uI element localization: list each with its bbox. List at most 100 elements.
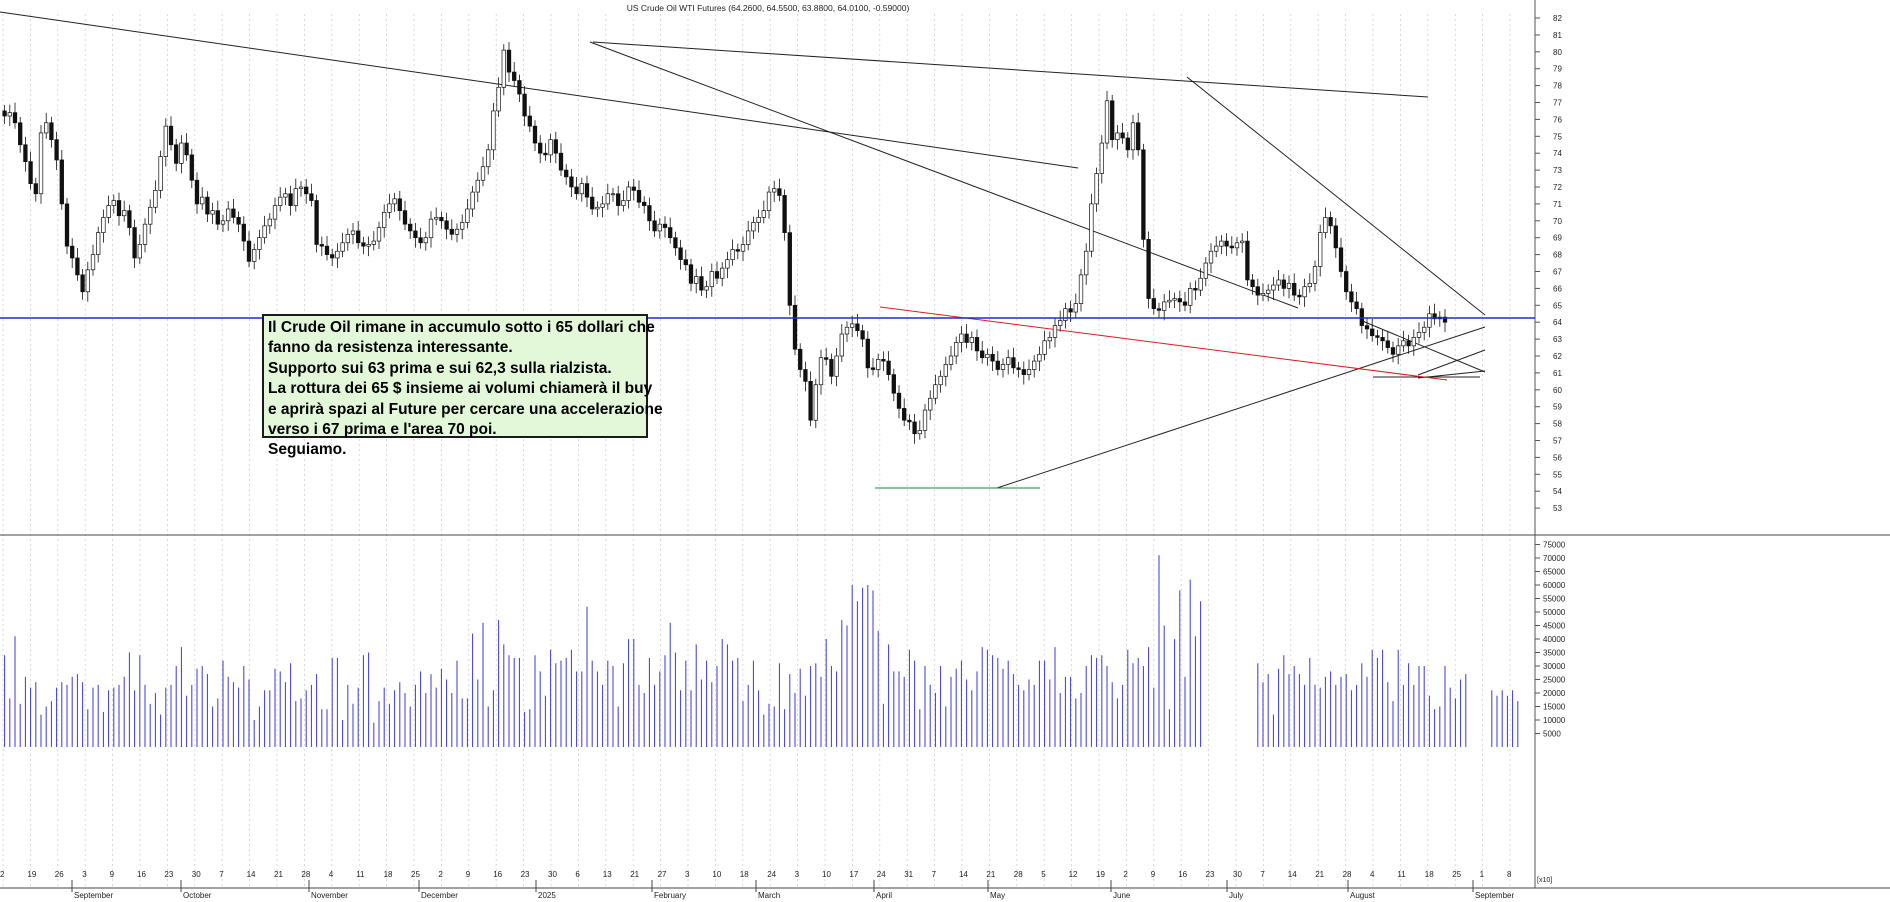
candle-body <box>142 223 148 245</box>
candle-body <box>402 210 408 225</box>
price-tick-label: 55 <box>1553 470 1562 479</box>
candle-body <box>569 176 574 188</box>
candle-body <box>49 122 54 141</box>
x-month-label: June <box>1113 891 1131 900</box>
candle-body <box>449 228 454 235</box>
candle-body <box>673 237 678 249</box>
candle-body <box>356 230 361 244</box>
candle-body <box>418 237 423 244</box>
candle-body <box>522 93 527 117</box>
candle-body <box>1110 100 1115 141</box>
candle-body <box>1006 357 1011 365</box>
candle-body <box>1037 353 1042 362</box>
candle-body <box>543 152 548 156</box>
candle-body <box>1047 337 1052 342</box>
candle-body <box>122 210 127 217</box>
volume-multiplier-label: [x10] <box>1537 877 1552 884</box>
x-day-label: 16 <box>137 870 146 879</box>
candle-body <box>1136 122 1141 151</box>
candle-body <box>75 257 80 276</box>
candle-body <box>59 159 64 205</box>
x-month-label: August <box>1350 891 1376 900</box>
candle-body <box>870 367 876 370</box>
candle-body <box>376 227 382 242</box>
candle-body <box>64 203 70 247</box>
candle-body <box>231 208 236 218</box>
candle-body <box>1240 240 1245 244</box>
candle-body <box>1364 325 1370 330</box>
volume-tick-label: 10000 <box>1543 716 1566 725</box>
candle-body <box>605 193 610 205</box>
candle-body <box>1214 245 1219 252</box>
note-line: Il Crude Oil rimane in accumulo sotto i … <box>268 319 655 336</box>
candle-body <box>584 183 590 198</box>
candlestick-series <box>2 42 1448 444</box>
candle-body <box>335 250 340 259</box>
x-month-label: July <box>1229 891 1243 900</box>
x-day-label: 18 <box>1425 870 1434 879</box>
x-day-label: 11 <box>356 870 365 879</box>
candle-body <box>865 338 870 369</box>
candle-body <box>1245 240 1250 281</box>
price-tick-label: 61 <box>1553 369 1562 378</box>
candle-body <box>818 357 824 386</box>
x-day-label: 9 <box>110 870 115 879</box>
candle-body <box>454 228 460 235</box>
x-day-label: 18 <box>740 870 749 879</box>
candle-body <box>1276 279 1281 286</box>
trendline <box>996 326 1486 489</box>
candle-body <box>38 132 44 195</box>
candle-body <box>959 333 964 343</box>
x-day-label: 31 <box>904 870 913 879</box>
candle-body <box>1146 239 1151 299</box>
candle-body <box>1130 122 1136 151</box>
price-tick-label: 65 <box>1553 301 1562 310</box>
candle-body <box>553 139 558 154</box>
candle-body <box>803 369 808 382</box>
candle-body <box>262 225 267 239</box>
candle-body <box>720 267 725 279</box>
candle-body <box>205 196 210 215</box>
x-day-label: 21 <box>1315 870 1324 879</box>
candle-body <box>798 348 803 370</box>
candle-body <box>413 230 418 239</box>
x-day-label: 12 <box>1069 870 1078 879</box>
candle-body <box>194 179 200 205</box>
candle-body <box>740 244 746 252</box>
candle-body <box>298 186 304 190</box>
candle-body <box>330 254 335 259</box>
volume-tick-label: 5000 <box>1543 730 1561 739</box>
x-day-label: 1 <box>1480 870 1485 879</box>
price-tick-label: 68 <box>1553 251 1562 260</box>
candle-body <box>54 139 59 161</box>
candle-body <box>974 337 980 352</box>
candle-body <box>1156 308 1162 311</box>
candle-body <box>309 193 314 201</box>
x-month-label: December <box>421 891 458 900</box>
candle-body <box>319 244 324 247</box>
trendline <box>0 11 1079 169</box>
price-tick-label: 69 <box>1553 234 1562 243</box>
candle-body <box>938 375 943 386</box>
candle-body <box>564 169 569 178</box>
candle-body <box>1401 340 1406 347</box>
candle-body <box>1266 289 1271 294</box>
price-tick-label: 59 <box>1553 403 1562 412</box>
candle-body <box>1307 282 1312 288</box>
candle-body <box>350 230 356 235</box>
candle-body <box>860 330 865 340</box>
price-tick-label: 82 <box>1553 14 1562 23</box>
candle-body <box>460 222 465 230</box>
candle-body <box>1000 364 1006 370</box>
candle-body <box>1286 282 1292 289</box>
candle-body <box>1219 240 1224 247</box>
candle-body <box>28 161 33 184</box>
candle-body <box>995 360 1000 370</box>
price-tick-label: 76 <box>1553 115 1562 124</box>
trendline <box>879 306 1448 381</box>
price-tick-label: 80 <box>1553 48 1562 57</box>
x-day-label: 8 <box>1507 870 1512 879</box>
candle-body <box>371 240 376 245</box>
candle-body <box>678 247 683 261</box>
candle-body <box>1292 282 1297 296</box>
